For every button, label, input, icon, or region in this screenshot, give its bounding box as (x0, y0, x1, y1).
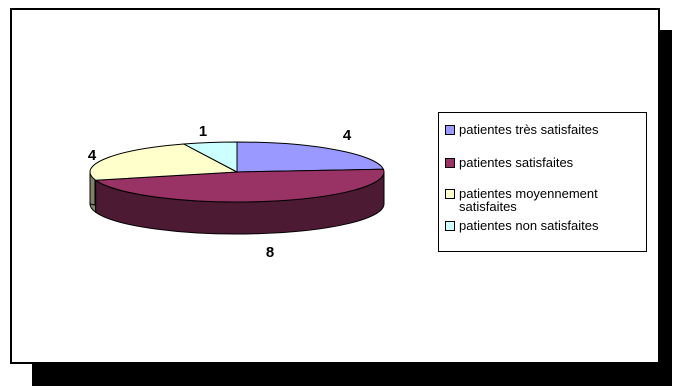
data-label: 1 (199, 123, 207, 140)
data-label: 8 (266, 244, 274, 261)
legend-item-satisfaites: patientes satisfaites (445, 156, 642, 169)
legend-swatch (445, 158, 455, 168)
legend: patientes très satisfaites patientes sat… (438, 112, 647, 252)
legend-item-non-satisfaites: patientes non satisfaites (445, 219, 642, 232)
legend-item-moyennement-satisfaites: patientes moyennement satisfaites (445, 187, 642, 213)
pie-slice (94, 168, 385, 203)
legend-label: patientes très satisfaites (459, 122, 599, 137)
legend-label: patientes non satisfaites (459, 218, 599, 233)
data-label: 4 (343, 127, 352, 144)
legend-swatch (445, 125, 455, 135)
legend-label: patientes moyennement satisfaites (459, 186, 598, 214)
legend-item-tres-satisfaites: patientes très satisfaites (445, 123, 642, 136)
legend-label: patientes satisfaites (459, 155, 574, 170)
legend-swatch (445, 189, 455, 199)
data-label: 4 (88, 147, 97, 164)
pie-slice (236, 141, 385, 173)
pie-slice (182, 141, 238, 173)
legend-swatch (445, 221, 455, 231)
